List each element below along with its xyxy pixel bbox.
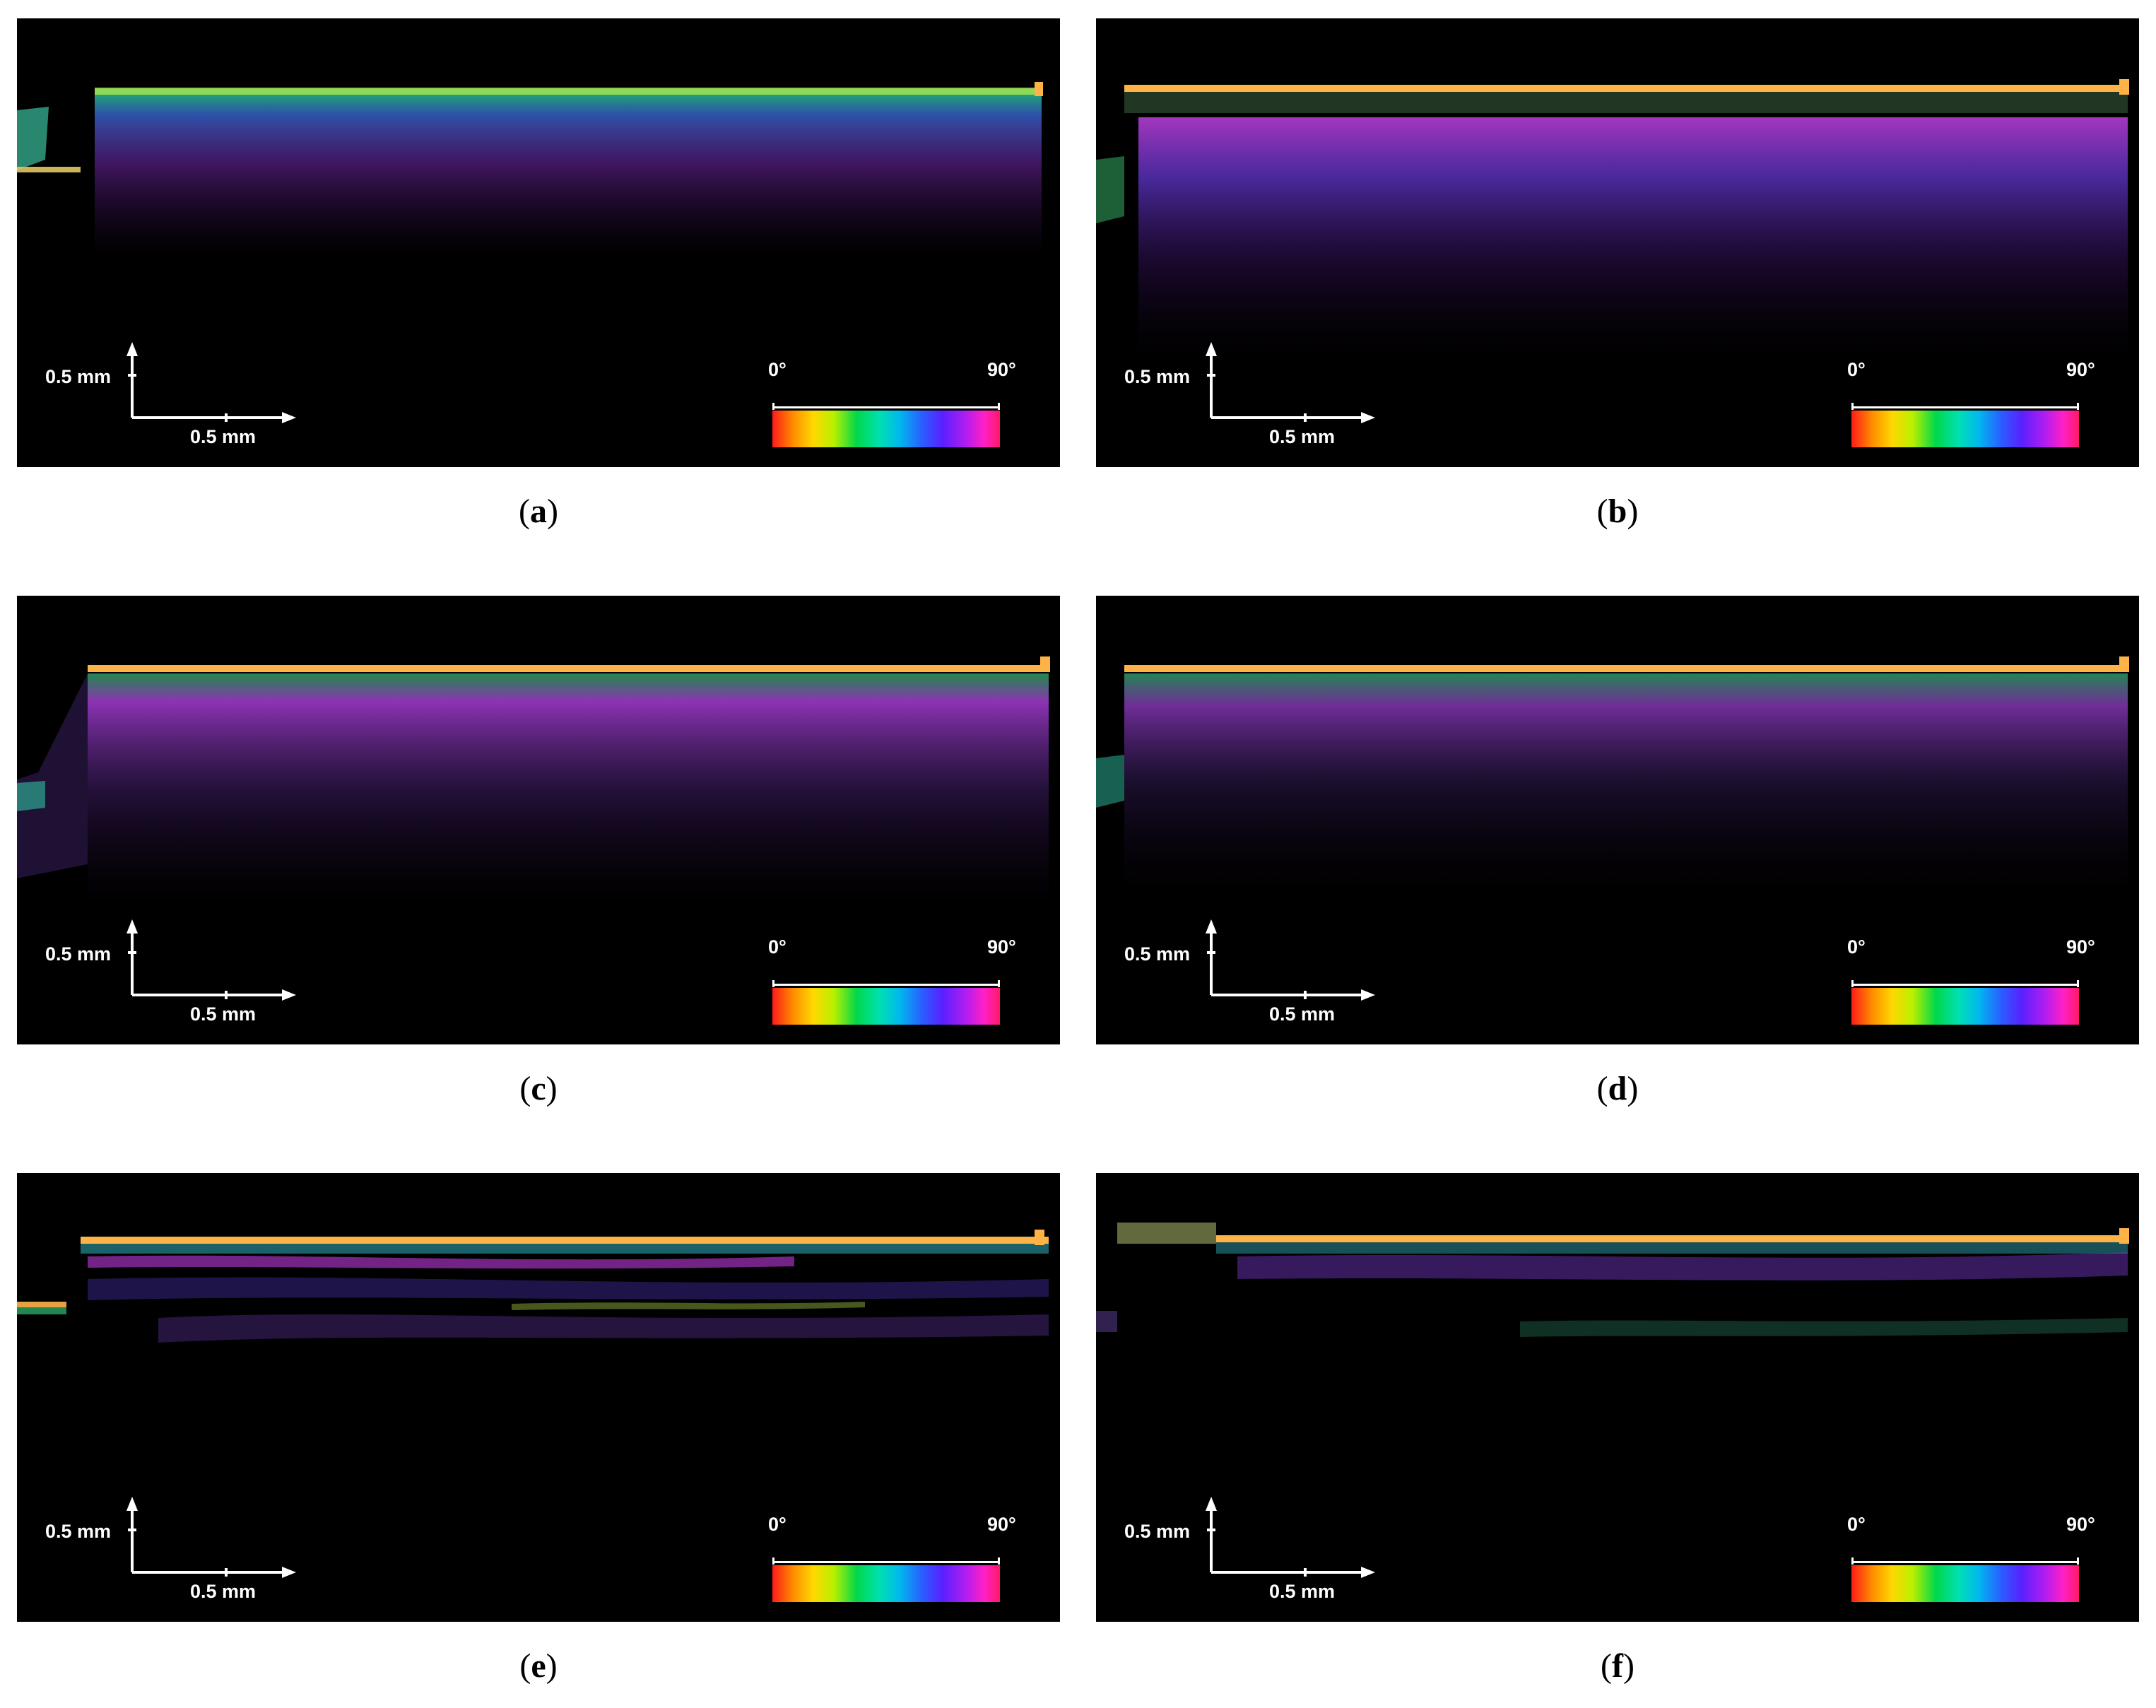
oct-image-panel-d: 0.5 mm 0.5 mm 0° 90° [1096, 596, 2139, 1044]
caption-letter-b: b [1608, 493, 1627, 530]
panel-c-cell: 0.5 mm 0.5 mm 0° 90° (c) [17, 596, 1060, 1107]
caption-e: (e) [519, 1647, 558, 1685]
colorbar-a [772, 411, 1000, 447]
tissue-scan-b [1096, 79, 2129, 358]
scale-bar-c [126, 919, 296, 1001]
scale-label-horizontal-f: 0.5 mm [1269, 1581, 1336, 1602]
colorbar-max-label-e: 90° [987, 1514, 1016, 1535]
tissue-scan-d [1096, 656, 2129, 893]
colorbar-tick-right-d [2077, 980, 2079, 987]
colorbar-tick-right-a [998, 403, 1000, 410]
caption-d: (d) [1596, 1070, 1639, 1107]
scale-label-vertical-f: 0.5 mm [1124, 1521, 1191, 1542]
colorbar-bracket-b [1851, 406, 2079, 408]
scale-label-vertical-d: 0.5 mm [1124, 943, 1191, 965]
colorbar-max-label-b: 90° [2066, 359, 2095, 380]
colorbar-min-label-c: 0° [768, 936, 787, 958]
tissue-scan-a [17, 82, 1043, 259]
caption-c: (c) [519, 1070, 558, 1107]
colorbar-tick-right-c [998, 980, 1000, 987]
colorbar-min-label-b: 0° [1847, 359, 1866, 380]
colorbar-tick-left-f [1851, 1557, 1854, 1565]
colorbar-tick-right-e [998, 1557, 1000, 1565]
panel-d-cell: 0.5 mm 0.5 mm 0° 90° (d) [1096, 596, 2139, 1107]
colorbar-c [772, 988, 1000, 1025]
caption-letter-a: a [530, 493, 547, 530]
panel-a-cell: 0.5 mm 0.5 mm 0° 90° (a) [17, 18, 1060, 530]
scale-bar-f [1206, 1497, 1375, 1578]
colorbar-tick-left-e [772, 1557, 774, 1565]
colorbar-b [1851, 411, 2079, 447]
scale-bar-a [126, 342, 296, 423]
colorbar-max-label-c: 90° [987, 936, 1016, 958]
scale-bar-d [1206, 919, 1375, 1001]
tissue-scan-e [17, 1230, 1049, 1343]
colorbar-max-label-d: 90° [2066, 936, 2095, 958]
colorbar-bracket-a [772, 406, 1000, 408]
caption-letter-c: c [531, 1070, 546, 1107]
colorbar-e [772, 1565, 1000, 1602]
oct-image-panel-c: 0.5 mm 0.5 mm 0° 90° [17, 596, 1060, 1044]
tissue-scan-f [1096, 1223, 2129, 1337]
colorbar-tick-left-b [1851, 403, 1854, 410]
scale-label-horizontal-c: 0.5 mm [190, 1003, 257, 1025]
colorbar-tick-left-d [1851, 980, 1854, 987]
oct-image-panel-e: 0.5 mm 0.5 mm 0° 90° [17, 1173, 1060, 1622]
oct-image-panel-a: 0.5 mm 0.5 mm 0° 90° [17, 18, 1060, 467]
colorbar-min-label-e: 0° [768, 1514, 787, 1535]
panel-f-cell: 0.5 mm 0.5 mm 0° 90° (f) [1096, 1173, 2139, 1685]
scale-bar-b [1206, 342, 1375, 423]
tissue-scan-c [17, 656, 1050, 907]
colorbar-min-label-f: 0° [1847, 1514, 1866, 1535]
scale-label-vertical-a: 0.5 mm [45, 366, 112, 387]
colorbar-max-label-a: 90° [987, 359, 1016, 380]
colorbar-bracket-e [772, 1561, 1000, 1563]
colorbar-tick-left-a [772, 403, 774, 410]
scale-label-horizontal-a: 0.5 mm [190, 426, 257, 447]
caption-letter-e: e [531, 1647, 546, 1685]
scale-label-vertical-e: 0.5 mm [45, 1521, 112, 1542]
colorbar-max-label-f: 90° [2066, 1514, 2095, 1535]
colorbar-tick-right-b [2077, 403, 2079, 410]
oct-image-panel-f: 0.5 mm 0.5 mm 0° 90° [1096, 1173, 2139, 1622]
panel-e-cell: 0.5 mm 0.5 mm 0° 90° (e) [17, 1173, 1060, 1685]
scale-bar-e [126, 1497, 296, 1578]
scale-label-vertical-b: 0.5 mm [1124, 366, 1191, 387]
scale-label-horizontal-b: 0.5 mm [1269, 426, 1336, 447]
colorbar-bracket-d [1851, 984, 2079, 986]
colorbar-d [1851, 988, 2079, 1025]
colorbar-bracket-f [1851, 1561, 2079, 1563]
caption-a: (a) [519, 493, 558, 530]
scale-label-horizontal-e: 0.5 mm [190, 1581, 257, 1602]
caption-b: (b) [1596, 493, 1639, 530]
colorbar-bracket-c [772, 984, 1000, 986]
panel-b-cell: 0.5 mm 0.5 mm 0° 90° (b) [1096, 18, 2139, 530]
caption-letter-f: f [1612, 1647, 1623, 1685]
colorbar-tick-left-c [772, 980, 774, 987]
caption-f: (f) [1601, 1647, 1634, 1685]
colorbar-tick-right-f [2077, 1557, 2079, 1565]
colorbar-f [1851, 1565, 2079, 1602]
caption-letter-d: d [1608, 1070, 1627, 1107]
colorbar-min-label-d: 0° [1847, 936, 1866, 958]
colorbar-min-label-a: 0° [768, 359, 787, 380]
scale-label-vertical-c: 0.5 mm [45, 943, 112, 965]
oct-image-panel-b: 0.5 mm 0.5 mm 0° 90° [1096, 18, 2139, 467]
scale-label-horizontal-d: 0.5 mm [1269, 1003, 1336, 1025]
